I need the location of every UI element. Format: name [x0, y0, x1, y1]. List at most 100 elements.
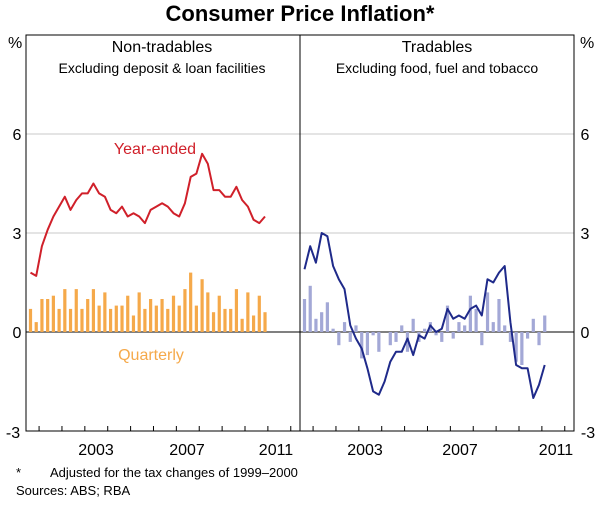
quarterly-bar	[348, 332, 352, 342]
quarterly-bar	[171, 295, 176, 332]
y-tick-right-neg3: -3	[581, 425, 595, 442]
quarterly-bar	[108, 308, 113, 332]
left-year-ended-series	[29, 152, 266, 277]
quarterly-bar	[223, 308, 227, 332]
quarterly-bar	[234, 289, 239, 332]
quarterly-bar	[405, 332, 410, 352]
quarterly-bar	[97, 305, 101, 332]
quarterly-bar	[354, 325, 358, 332]
quarterly-bar	[189, 272, 193, 332]
quarterly-bar	[120, 305, 124, 332]
quarterly-bar	[166, 308, 170, 332]
quarterly-bar	[251, 315, 256, 332]
right-year-ended-series	[303, 232, 546, 399]
quarterly-bar	[86, 299, 90, 332]
left-panel-subtitle: Excluding deposit & loan facilities	[58, 60, 265, 76]
quarterly-bar	[126, 295, 130, 332]
quarterly-bar	[154, 305, 158, 332]
quarterly-bar	[520, 332, 524, 365]
y-tick-right-3: 3	[581, 226, 590, 243]
quarterly-bar	[240, 318, 244, 332]
quarterly-bar	[468, 295, 472, 332]
quarterly-label: Quarterly	[118, 347, 184, 364]
quarterly-bar	[480, 332, 484, 346]
quarterly-bar	[160, 299, 164, 332]
quarterly-bar	[143, 308, 147, 332]
quarterly-bar	[194, 305, 198, 332]
y-unit-left: %	[8, 35, 22, 52]
quarterly-bar	[63, 289, 67, 332]
y-unit-right: %	[580, 35, 594, 52]
quarterly-bar	[149, 299, 153, 332]
quarterly-bar	[46, 299, 50, 332]
quarterly-bar	[434, 332, 438, 336]
quarterly-bar	[411, 318, 415, 332]
quarterly-bar	[206, 292, 210, 332]
quarterly-bar	[525, 332, 530, 339]
quarterly-bar	[440, 332, 444, 342]
quarterly-bar	[200, 279, 204, 332]
quarterly-bar	[137, 292, 141, 332]
quarterly-bar	[531, 318, 535, 332]
quarterly-bar	[211, 312, 216, 332]
axis-ticks	[38, 426, 566, 431]
left-panel-title: Non-tradables	[112, 39, 213, 56]
quarterly-bar	[451, 332, 455, 339]
quarterly-bar	[257, 295, 261, 332]
left-quarterly-bars	[28, 272, 267, 332]
quarterly-bar	[400, 325, 404, 332]
quarterly-bar	[342, 322, 347, 332]
quarterly-bar	[34, 322, 38, 332]
quarterly-bar	[445, 305, 450, 332]
quarterly-bar	[308, 285, 312, 332]
right-panel-title: Tradables	[402, 39, 473, 56]
quarterly-bar	[508, 332, 513, 342]
y-tick-right-6: 6	[581, 127, 590, 144]
quarterly-bar	[365, 332, 370, 356]
x-tick-left-2003: 2003	[78, 442, 114, 459]
x-tick-right-2003: 2003	[347, 442, 383, 459]
quarterly-bar	[91, 289, 96, 332]
y-tick-left-6: 6	[13, 127, 22, 144]
quarterly-bar	[51, 295, 55, 332]
quarterly-bar	[491, 322, 495, 332]
y-tick-left-3: 3	[13, 226, 22, 243]
right-panel-subtitle: Excluding food, fuel and tobacco	[336, 60, 539, 76]
quarterly-bar	[177, 305, 181, 332]
quarterly-bar	[537, 332, 541, 346]
quarterly-bar	[114, 305, 118, 332]
quarterly-bar	[543, 315, 547, 332]
y-tick-left-neg3: -3	[6, 425, 20, 442]
footnote-sources: Sources: ABS; RBA	[16, 483, 131, 498]
quarterly-bar	[463, 325, 467, 332]
quarterly-bar	[302, 299, 307, 332]
quarterly-bar	[514, 332, 518, 362]
quarterly-bar	[229, 308, 233, 332]
quarterly-bar	[320, 312, 324, 332]
quarterly-bar	[28, 308, 33, 332]
quarterly-bar	[388, 332, 392, 346]
y-tick-left-0: 0	[13, 325, 22, 342]
quarterly-bar	[377, 332, 381, 352]
right-quarterly-bars	[302, 285, 547, 365]
footnote-text: Adjusted for the tax changes of 1999–200…	[50, 465, 298, 480]
quarterly-bar	[68, 308, 73, 332]
quarterly-bar	[371, 332, 375, 336]
quarterly-bar	[457, 322, 461, 332]
x-tick-left-2011: 2011	[259, 442, 294, 459]
quarterly-bar	[485, 292, 490, 332]
quarterly-bar	[360, 332, 364, 359]
footnote-adjustment: * Adjusted for the tax changes of 1999–20…	[16, 465, 298, 480]
quarterly-bar	[103, 292, 107, 332]
year-ended-line	[303, 232, 546, 399]
quarterly-bar	[503, 325, 507, 332]
quarterly-bar	[263, 312, 267, 332]
quarterly-bar	[183, 289, 187, 332]
quarterly-bar	[337, 332, 341, 346]
quarterly-bar	[325, 302, 329, 332]
quarterly-bar	[314, 318, 318, 332]
quarterly-bar	[331, 328, 335, 332]
quarterly-bar	[40, 299, 44, 332]
footnote-marker: *	[16, 465, 22, 480]
